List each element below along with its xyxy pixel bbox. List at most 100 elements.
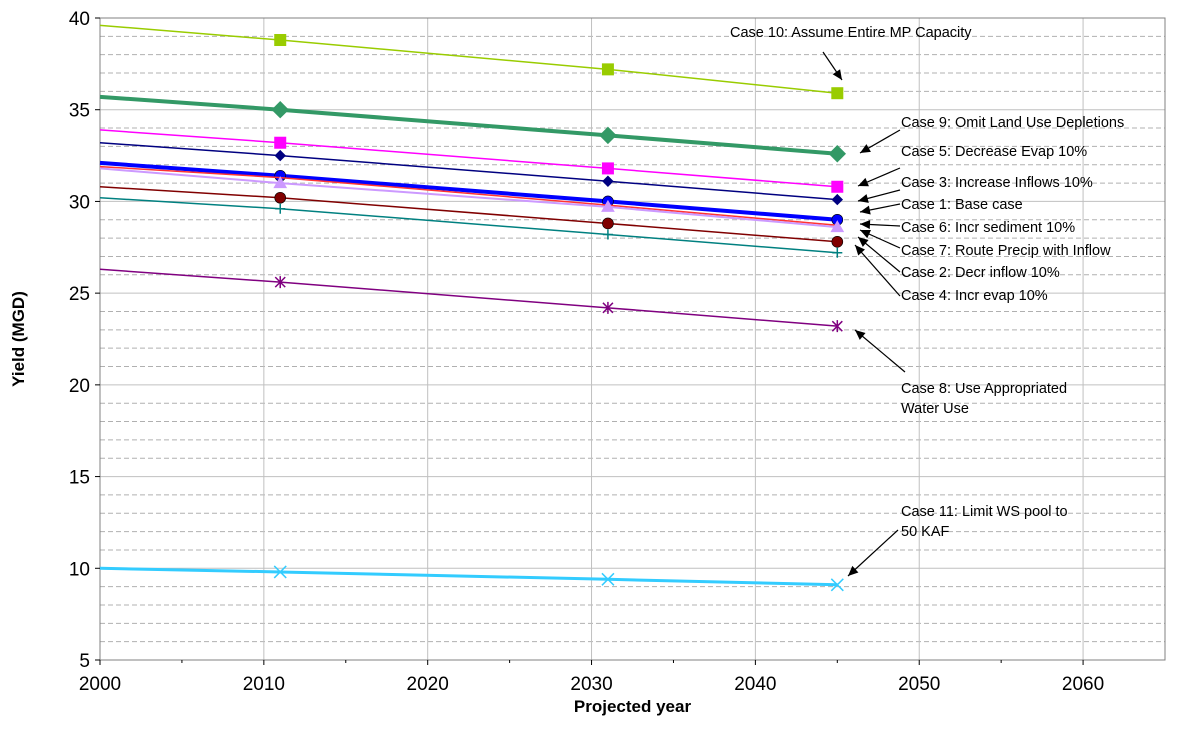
annotation-label: Case 5: Decrease Evap 10%	[901, 144, 1087, 160]
axis-ticks: 5 10 15 20 25 30 35 40 2000 2010 2020 2030 2040 2050 2…	[69, 9, 1104, 695]
annotation-arrowhead	[860, 205, 871, 215]
data-point	[828, 145, 847, 163]
annotation-label: Case 2: Decr inflow 10%	[901, 265, 1060, 281]
series-2	[99, 94, 847, 163]
data-point	[274, 276, 286, 289]
data-point	[599, 126, 617, 145]
y-axis-title: Yield (MGD)	[9, 291, 28, 387]
y-tick-label: 25	[69, 284, 90, 305]
data-point	[832, 247, 843, 258]
annotation-arrow-line	[847, 529, 899, 577]
annotation-label: Case 11: Limit WS pool to	[901, 504, 1068, 520]
data-point	[602, 217, 614, 230]
annotation-label: Case 8: Use Appropriated	[901, 381, 1067, 397]
data-point	[831, 180, 844, 193]
series-7	[99, 167, 845, 233]
data-point	[602, 175, 614, 187]
series-line	[99, 167, 838, 229]
x-tick-label: 2060	[1062, 674, 1104, 695]
series-line	[99, 129, 838, 188]
series-line	[99, 160, 838, 222]
annotation-arrowhead	[860, 220, 871, 229]
y-tick-label: 5	[79, 651, 90, 672]
annotation-label: Case 7: Route Precip with Inflow	[901, 243, 1111, 259]
data-point	[274, 34, 287, 47]
annotation-6: Case 6: Incr sediment 10%	[859, 220, 1075, 236]
series-line	[99, 141, 838, 201]
x-axis-title: Projected year	[574, 697, 692, 716]
y-tick-label: 20	[69, 376, 90, 397]
annotation-7: Case 7: Route Precip with Inflow	[859, 229, 1111, 259]
data-point	[831, 320, 843, 333]
annotation-11: Case 11: Limit WS pool to 50 KAF	[847, 504, 1068, 577]
y-tick-label: 40	[69, 9, 90, 30]
annotation-10: Case 8: Use Appropriated Water Use	[854, 329, 1067, 417]
series-line	[99, 165, 838, 227]
series-line	[99, 268, 838, 327]
annotation-arrowhead	[858, 194, 869, 203]
data-point	[274, 149, 286, 162]
series-line	[99, 566, 838, 587]
data-series	[99, 24, 847, 592]
annotation-label: 50 KAF	[901, 524, 949, 540]
annotation-label: Case 9: Omit Land Use Depletions	[901, 115, 1124, 131]
series-6	[99, 165, 838, 227]
annotation-label: Case 6: Incr sediment 10%	[901, 220, 1075, 236]
annotation-arrowhead	[855, 245, 865, 256]
x-tick-label: 2030	[570, 674, 612, 695]
data-point	[274, 191, 287, 204]
annotations: Case 10: Assume Entire MP Capacity Case 9…	[730, 25, 1124, 577]
y-tick-label: 35	[69, 101, 90, 122]
data-point	[601, 199, 615, 212]
data-point	[830, 578, 844, 592]
x-tick-label: 2040	[734, 674, 776, 695]
x-tick-label: 2050	[898, 674, 940, 695]
data-point	[601, 162, 614, 175]
annotation-9: Case 4: Incr evap 10%	[854, 244, 1048, 304]
series-line	[99, 197, 838, 254]
annotation-arrowhead	[858, 237, 869, 247]
data-point	[831, 235, 844, 248]
x-tick-label: 2020	[407, 674, 449, 695]
data-point	[274, 136, 287, 149]
x-tick-label: 2000	[79, 674, 121, 695]
x-tick-label: 2010	[243, 674, 285, 695]
annotation-arrow-line	[854, 244, 901, 297]
series-1	[99, 24, 844, 100]
series-11	[99, 565, 844, 592]
data-point	[271, 101, 289, 119]
annotation-arrowhead	[832, 69, 842, 80]
annotation-arrow-line	[854, 329, 906, 373]
data-point	[602, 229, 613, 240]
series-line	[99, 186, 838, 243]
annotation-label: Case 3: Increase Inflows 10%	[901, 175, 1093, 191]
data-point	[831, 193, 844, 206]
annotation-arrowhead	[858, 177, 869, 187]
data-point	[831, 87, 844, 100]
annotation-arrowhead	[860, 144, 871, 153]
series-line	[99, 94, 838, 156]
data-point	[601, 63, 614, 76]
annotation-2: Case 9: Omit Land Use Depletions	[859, 115, 1124, 154]
annotation-label: Case 4: Incr evap 10%	[901, 288, 1048, 304]
data-point	[273, 565, 287, 579]
y-tick-label: 10	[69, 559, 90, 580]
series-9	[99, 197, 843, 258]
annotation-label: Water Use	[901, 401, 969, 417]
data-point	[602, 301, 614, 314]
data-point	[830, 220, 845, 233]
annotation-label: Case 1: Base case	[901, 197, 1023, 213]
annotation-8: Case 2: Decr inflow 10%	[857, 236, 1060, 281]
annotation-4: Case 3: Increase Inflows 10%	[857, 175, 1093, 203]
series-line	[99, 24, 838, 94]
annotation-3: Case 5: Decrease Evap 10%	[857, 144, 1087, 187]
series-8	[99, 186, 844, 248]
annotation-arrowhead	[848, 565, 859, 576]
annotation-arrowhead	[855, 330, 866, 340]
series-4	[99, 141, 844, 206]
y-tick-label: 30	[69, 192, 90, 213]
annotation-5: Case 1: Base case	[859, 197, 1023, 215]
annotation-arrowhead	[860, 230, 871, 239]
data-point	[273, 176, 288, 189]
